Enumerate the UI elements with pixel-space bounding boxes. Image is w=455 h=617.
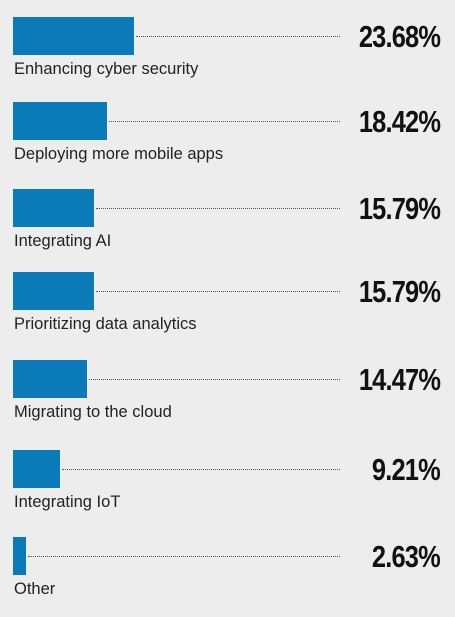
value-label: 15.79% bbox=[358, 274, 441, 309]
chart-row: Integrating AI 15.79% bbox=[0, 189, 455, 269]
chart-row: Deploying more mobile apps 18.42% bbox=[0, 102, 455, 182]
value-label: 15.79% bbox=[358, 191, 441, 226]
category-label: Prioritizing data analytics bbox=[14, 315, 197, 333]
bar bbox=[13, 360, 87, 398]
bar bbox=[13, 102, 107, 140]
bar bbox=[13, 189, 94, 227]
value-label: 9.21% bbox=[372, 452, 441, 487]
bar bbox=[13, 537, 26, 575]
leader-line bbox=[89, 379, 340, 380]
category-label: Deploying more mobile apps bbox=[14, 145, 224, 163]
category-label: Migrating to the cloud bbox=[14, 403, 172, 421]
category-label: Integrating AI bbox=[14, 232, 112, 250]
leader-line bbox=[109, 121, 340, 122]
chart-row: Integrating IoT 9.21% bbox=[0, 450, 455, 530]
value-label: 23.68% bbox=[358, 19, 441, 54]
category-label: Enhancing cyber security bbox=[14, 60, 199, 78]
chart-row: Other 2.63% bbox=[0, 537, 455, 617]
category-label: Other bbox=[14, 580, 56, 598]
leader-line bbox=[96, 208, 340, 209]
bar bbox=[13, 17, 134, 55]
value-label: 2.63% bbox=[372, 539, 441, 574]
leader-line bbox=[28, 556, 340, 557]
leader-line bbox=[136, 36, 340, 37]
chart-row: Prioritizing data analytics 15.79% bbox=[0, 272, 455, 352]
chart-row: Migrating to the cloud 14.47% bbox=[0, 360, 455, 440]
value-label: 18.42% bbox=[358, 104, 441, 139]
bar bbox=[13, 272, 94, 310]
chart-row: Enhancing cyber security 23.68% bbox=[0, 17, 455, 97]
value-label: 14.47% bbox=[358, 362, 441, 397]
category-label: Integrating IoT bbox=[14, 493, 121, 511]
bar bbox=[13, 450, 60, 488]
leader-line bbox=[96, 291, 340, 292]
leader-line bbox=[62, 469, 340, 470]
